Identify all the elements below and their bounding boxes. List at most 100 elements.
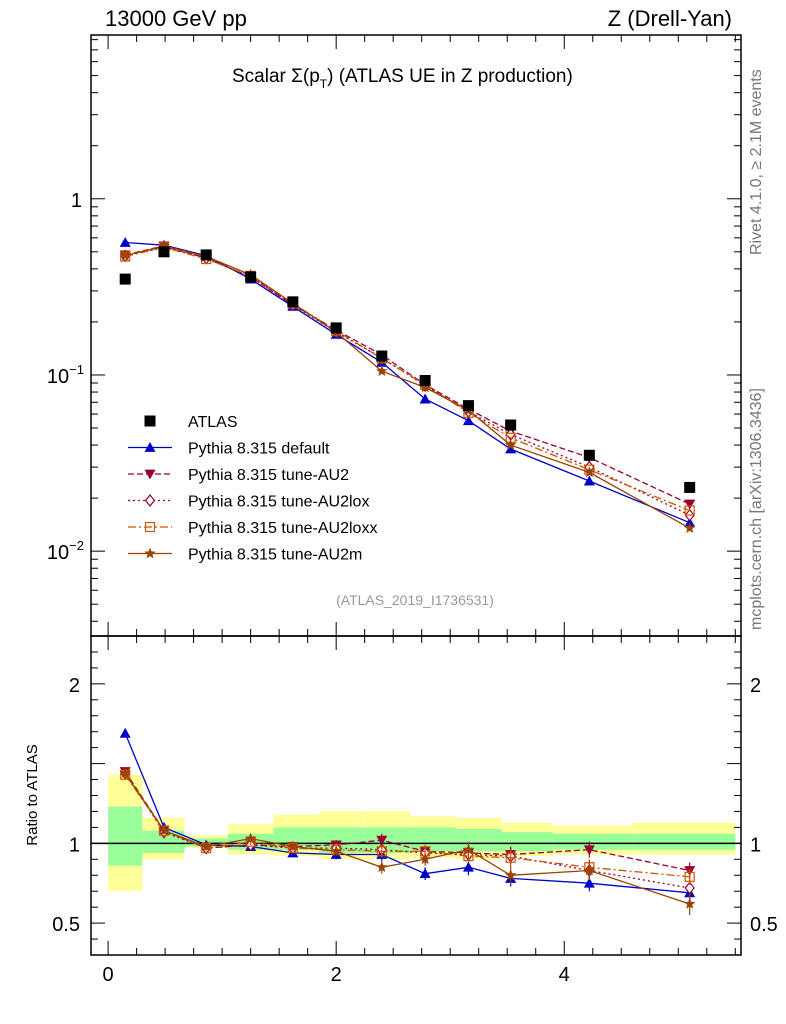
data-point [376,350,388,362]
x-tick-label: 4 [559,964,570,986]
series-line-main [125,241,690,524]
ratio-band-inner [364,827,411,853]
series-point [684,499,696,510]
ratio-uncertainty-bands [108,774,736,892]
ratio-band-inner [410,827,456,852]
legend: ATLAS Pythia 8.315 default Pythia 8.315 tu… [128,414,377,564]
legend-label: Pythia 8.315 tune-AU2lox [188,494,369,511]
series-point [144,494,156,507]
ratio-y-tick-label-right: 1 [750,834,761,856]
legend-label: Pythia 8.315 default [188,441,330,458]
series-point [376,835,388,846]
ratio-band-inner [319,827,365,853]
data-point [245,271,257,283]
data-point [684,481,696,493]
series-point [158,824,170,836]
series-point [583,466,595,478]
x-tick-label: 0 [103,964,114,986]
series-pythia-8-315-tune-au2lox [120,240,695,896]
data-point [505,419,517,431]
series-point [462,861,474,872]
ratio-y-tick-label-left: 0.5 [52,914,80,936]
series-point [376,846,387,857]
series-line-main [125,245,691,529]
main-y-tick-label: 10−1 [47,362,84,388]
series-point [144,547,156,559]
header-right-label: Z (Drell-Yan) [607,6,732,31]
series-line-ratio [124,772,690,905]
series-point [504,869,517,881]
series-point [583,475,595,486]
series-point [376,365,388,377]
series-point [505,443,517,454]
legend-item: Pythia 8.315 default [128,441,330,458]
data-point [119,273,131,285]
data-point [462,400,474,412]
ratio-plot-frame [90,635,742,956]
legend-item: Pythia 8.315 tune-AU2lox [128,494,369,511]
series-atlas-data [119,246,696,493]
data-point [158,246,170,258]
ratio-band-inner [108,806,143,866]
series-line-ratio [124,771,690,872]
series-layer [119,236,696,916]
ratio-y-tick-label-left: 2 [69,675,80,697]
ratio-y-tick-label-right: 0.5 [750,914,778,936]
ratio-y-tick-label-right: 2 [750,675,761,697]
ratio-band-inner [552,833,633,850]
series-point [144,521,156,533]
chart-title: Scalar Σ(pT) (ATLAS UE in Z production) [232,66,573,91]
series-pythia-8-315-tune-au2loxx [120,242,695,885]
legend-label: Pythia 8.315 tune-AU2m [188,547,362,564]
legend-item: Pythia 8.315 tune-AU2m [128,547,362,564]
series-point [244,832,257,844]
legend-label: ATLAS [188,414,238,431]
series-point [376,861,388,873]
ratio-band-inner [455,828,502,852]
data-point [330,322,342,334]
ratio-y-tick-label-left: 1 [69,834,80,856]
series-point [144,469,156,480]
data-point [144,415,156,427]
data-point [419,375,431,387]
legend-item: Pythia 8.315 tune-AU2 [128,467,349,484]
series-line-ratio [124,774,690,878]
series-point [505,852,516,863]
series-point [684,517,696,528]
series-point [462,415,474,426]
series-point [583,845,595,856]
series-pythia-8-315-default [119,236,696,901]
series-point [504,439,517,450]
series-point [583,877,595,888]
series-point [684,505,695,516]
plot-frames: 1 10−1 10−2 2 2 1 1 0.5 0.5 0 2 4 [47,34,778,986]
series-point [419,853,431,865]
series-point [684,522,696,534]
main-y-tick-label: 1 [71,190,82,212]
series-line-main [125,246,690,512]
series-point [200,840,212,852]
series-point [419,868,431,879]
series-point [158,239,170,251]
ratio-ylabel: Ratio to ATLAS [24,744,41,845]
series-point [583,864,595,876]
series-point [119,236,131,247]
legend-item: Pythia 8.315 tune-AU2loxx [128,520,377,537]
series-point [419,381,431,393]
legend-item: ATLAS [144,414,238,431]
series-point [684,871,695,882]
series-point [330,845,342,857]
data-point [200,249,212,261]
main-y-tick-label: 10−2 [47,538,84,564]
ratio-band-inner [273,827,320,850]
ratio-band-inner [501,832,553,852]
legend-label: Pythia 8.315 tune-AU2 [188,467,349,484]
series-point [287,840,299,852]
series-point [119,727,131,738]
series-point [462,843,475,855]
analysis-label: (ATLAS_2019_I1736531) [336,592,494,608]
x-tick-label: 2 [331,964,342,986]
header-left-label: 13000 GeV pp [105,6,247,31]
data-point [287,296,299,308]
